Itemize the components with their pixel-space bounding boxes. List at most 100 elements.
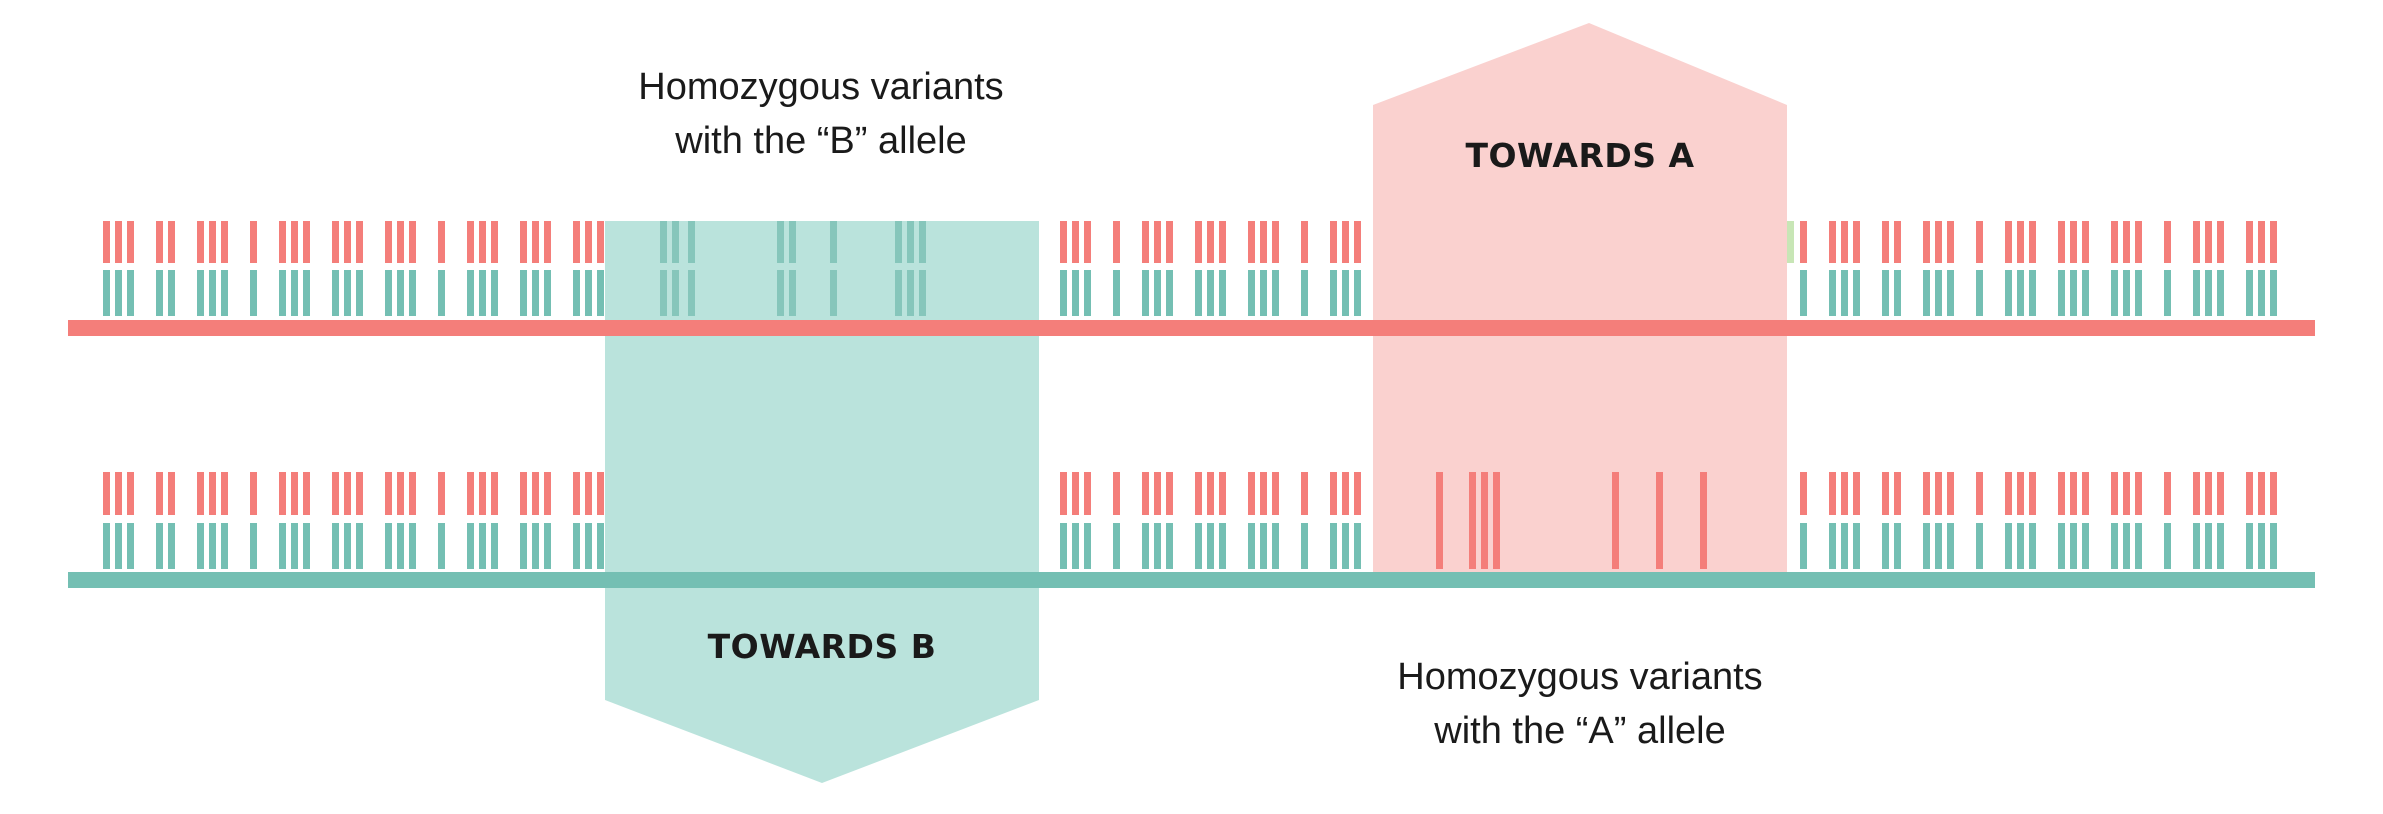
variant-tick-allele-a [597, 221, 604, 263]
variant-tick-allele-a [1947, 472, 1954, 515]
variant-tick-allele-a [2135, 472, 2142, 515]
variant-tick-allele-b [544, 523, 551, 569]
homozygous-a-tick [1656, 472, 1663, 569]
variant-tick-allele-a [2005, 472, 2012, 515]
variant-tick-allele-a [2246, 221, 2253, 263]
homozygous-b-tick [830, 221, 837, 263]
variant-tick-allele-a [397, 221, 404, 263]
variant-tick-allele-b [115, 523, 122, 569]
variant-tick-allele-b [2135, 270, 2142, 316]
variant-tick-allele-a [344, 472, 351, 515]
variant-tick-allele-b [1330, 523, 1337, 569]
variant-tick-allele-b [2270, 270, 2277, 316]
variant-tick-allele-a [1154, 221, 1161, 263]
variant-tick-allele-b [303, 270, 310, 316]
variant-tick-allele-a [197, 221, 204, 263]
variant-tick-allele-b [2111, 523, 2118, 569]
variant-tick-allele-a [1166, 472, 1173, 515]
towards-a-label: TOWARDS A [1465, 136, 1695, 175]
variant-tick-allele-b [197, 270, 204, 316]
variant-tick-allele-a [332, 472, 339, 515]
variant-tick-allele-b [1248, 270, 1255, 316]
variant-tick-allele-b [103, 523, 110, 569]
variant-tick-allele-b [491, 523, 498, 569]
variant-tick-allele-b [544, 270, 551, 316]
variant-tick-allele-b [2270, 523, 2277, 569]
homozygous-b-tick [789, 270, 796, 316]
variant-tick-allele-a [438, 472, 445, 515]
variant-tick-allele-a [168, 221, 175, 263]
variant-tick-allele-a [1072, 221, 1079, 263]
variant-tick-allele-a [1894, 472, 1901, 515]
variant-tick-allele-a [1882, 221, 1889, 263]
variant-tick-allele-b [103, 270, 110, 316]
variant-tick-allele-b [2205, 270, 2212, 316]
variant-tick-allele-a [2070, 221, 2077, 263]
variant-tick-allele-a [1923, 472, 1930, 515]
variant-tick-allele-a [115, 221, 122, 263]
variant-tick-allele-b [1272, 270, 1279, 316]
variant-tick-allele-a [2111, 221, 2118, 263]
variant-tick-allele-b [573, 523, 580, 569]
homozygous-a-tick [1493, 472, 1500, 569]
variant-tick-allele-a [532, 221, 539, 263]
variant-tick-allele-a [356, 221, 363, 263]
variant-tick-allele-a [1113, 221, 1120, 263]
variant-tick-allele-a [1260, 221, 1267, 263]
variant-tick-allele-b [2029, 270, 2036, 316]
homozygous-b-tick [919, 270, 926, 316]
variant-tick-allele-b [250, 270, 257, 316]
chromosome-b-bar [68, 572, 2315, 588]
variant-tick-allele-b [2029, 523, 2036, 569]
variant-tick-allele-b [1301, 523, 1308, 569]
variant-tick-allele-a [168, 472, 175, 515]
variant-tick-allele-b [1272, 523, 1279, 569]
variant-tick-allele-a [1853, 221, 1860, 263]
homozygous-b-tick [688, 221, 695, 263]
variant-tick-allele-a [103, 472, 110, 515]
variant-tick-allele-a [1301, 472, 1308, 515]
variant-tick-allele-a [2082, 221, 2089, 263]
variant-tick-allele-a [2270, 221, 2277, 263]
homozygous-b-tick [672, 270, 679, 316]
variant-tick-allele-a [544, 221, 551, 263]
variant-tick-allele-b [2123, 523, 2130, 569]
chromosome-a-bar [68, 320, 2315, 336]
variant-tick-allele-b [332, 270, 339, 316]
variant-tick-allele-a [1935, 472, 1942, 515]
variant-tick-allele-a [2029, 472, 2036, 515]
variant-tick-allele-b [467, 270, 474, 316]
variant-tick-allele-a [1301, 221, 1308, 263]
variant-tick-allele-b [385, 270, 392, 316]
variant-tick-allele-b [1166, 523, 1173, 569]
variant-tick-allele-b [1923, 523, 1930, 569]
variant-tick-allele-a [544, 472, 551, 515]
variant-tick-allele-b [2217, 270, 2224, 316]
variant-tick-allele-b [1894, 523, 1901, 569]
variant-tick-allele-b [303, 523, 310, 569]
variant-tick-allele-b [1976, 523, 1983, 569]
variant-tick-allele-a [597, 472, 604, 515]
variant-tick-allele-a [2017, 472, 2024, 515]
variant-tick-allele-b [1260, 523, 1267, 569]
variant-tick-allele-a [1166, 221, 1173, 263]
variant-tick-allele-a [115, 472, 122, 515]
variant-tick-allele-b [209, 523, 216, 569]
variant-tick-allele-a [1976, 221, 1983, 263]
variant-tick-allele-b [491, 270, 498, 316]
variant-tick-allele-b [397, 523, 404, 569]
variant-tick-allele-a [585, 472, 592, 515]
variant-tick-allele-a [127, 472, 134, 515]
variant-tick-allele-a [491, 472, 498, 515]
variant-tick-allele-b [2135, 523, 2142, 569]
variant-tick-allele-a [1330, 472, 1337, 515]
homozygous-b-tick [672, 221, 679, 263]
variant-tick-allele-b [1072, 270, 1079, 316]
homozygous-b-tick [919, 221, 926, 263]
variant-tick-allele-b [197, 523, 204, 569]
variant-tick-allele-b [1072, 523, 1079, 569]
variant-tick-allele-a [1894, 221, 1901, 263]
variant-tick-allele-a [2070, 472, 2077, 515]
variant-tick-allele-b [1219, 270, 1226, 316]
